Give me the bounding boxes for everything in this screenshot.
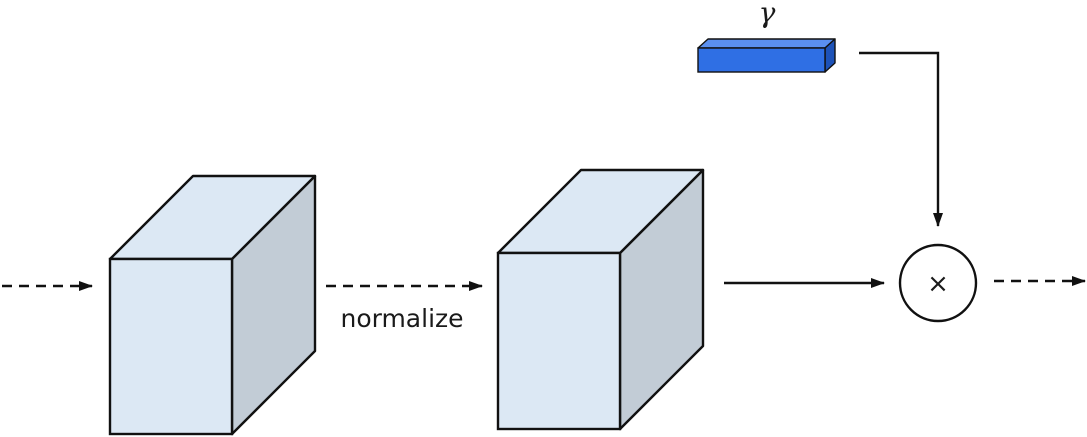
gamma-to-multiply-arrow	[859, 51, 943, 227]
cube-front-face	[108, 257, 234, 436]
multiply-circle	[898, 243, 978, 323]
normalized-tensor-cube	[496, 168, 705, 431]
multiply-node: ×	[898, 243, 978, 323]
gamma-label: γ	[759, 0, 776, 29]
gamma-bar-top-face	[697, 38, 836, 49]
gamma-parameter-bar	[697, 38, 836, 73]
multiply-icon: ×	[927, 269, 949, 299]
input-tensor-cube	[108, 174, 317, 436]
cube-front-face	[496, 251, 622, 431]
normalize-label: normalize	[340, 304, 463, 333]
gamma-bar-front-face	[697, 47, 826, 73]
